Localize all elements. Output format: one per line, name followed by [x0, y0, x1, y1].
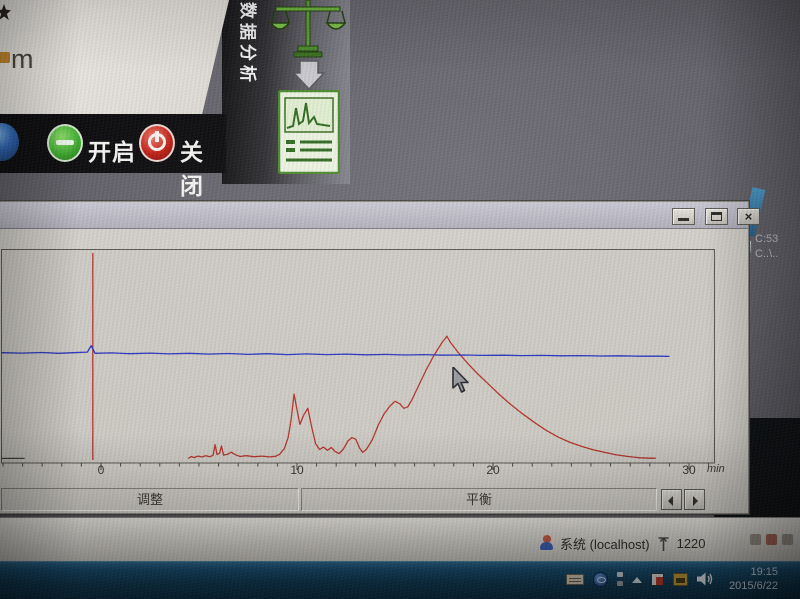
speaker-icon[interactable]: [697, 572, 713, 586]
window-titlebar[interactable]: ×: [0, 202, 760, 229]
trace-canvas: [0, 249, 715, 470]
x-tick-label-10: 10: [290, 463, 304, 477]
chromatogram-report-icon[interactable]: [278, 90, 340, 174]
blue-sphere-icon: [0, 123, 19, 161]
panel-title-vertical: 数据分析: [238, 2, 257, 86]
person-icon: [540, 535, 553, 551]
strip-mini-icons: [750, 534, 793, 545]
power-off-icon[interactable]: [139, 124, 175, 162]
status-cell-adjust: 调整: [1, 488, 299, 511]
status-spinner: [661, 488, 707, 511]
windows-taskbar[interactable]: 19:15 2015/6/22: [0, 561, 800, 599]
spin-right-button[interactable]: [684, 489, 705, 510]
drive-label-line2: C..\..: [755, 248, 779, 260]
close-icon: ×: [744, 209, 753, 224]
taskbar-clock[interactable]: 19:15 2015/6/22: [700, 565, 778, 593]
mini-status-icon: [782, 534, 793, 545]
data-analysis-panel: 数据分析: [222, 0, 350, 184]
clock-date: 2015/6/22: [729, 580, 778, 592]
antenna-icon: [658, 536, 669, 551]
power-on-icon[interactable]: [47, 124, 83, 162]
close-button[interactable]: 关闭: [180, 139, 204, 199]
mouse-cursor: [452, 367, 469, 393]
x-tick-label-20: 20: [486, 463, 500, 477]
right-arrow-icon: [693, 496, 698, 506]
flag-icon[interactable]: [651, 572, 664, 586]
system-tray: [566, 567, 713, 591]
system-user-label: 系统 (localhost): [560, 536, 650, 552]
show-hidden-icons-icon[interactable]: [632, 572, 642, 583]
small-star-icon: [0, 4, 11, 20]
spin-left-button[interactable]: [661, 489, 682, 510]
keyboard-icon[interactable]: [566, 573, 584, 585]
drive-shortcut-label: C:53 C..\..: [755, 232, 778, 262]
clock-time: 19:15: [750, 566, 778, 578]
maximize-button[interactable]: [705, 208, 728, 225]
partial-text: m: [11, 44, 34, 74]
status-value: 1220: [676, 535, 706, 551]
maximize-icon: [711, 212, 722, 221]
mini-status-icon-red: [766, 534, 777, 545]
x-tick-label-0: 0: [97, 463, 105, 477]
launcher-bar: 开启 关闭: [0, 114, 226, 199]
close-window-button[interactable]: ×: [737, 208, 760, 225]
chromatogram-plot[interactable]: [0, 249, 715, 485]
x-tick-label-30: 30: [682, 463, 696, 477]
partial-foreground-window: m: [0, 0, 229, 119]
ime-globe-icon[interactable]: [593, 571, 608, 587]
window-statusbar: 调整 平衡: [1, 488, 715, 511]
left-arrow-icon: [668, 496, 673, 506]
open-button[interactable]: 开启: [88, 139, 136, 165]
chromatogram-window: × 0 10 20 30 min 调整 平衡: [0, 200, 760, 515]
mini-status-icon: [750, 534, 761, 545]
minimize-icon: [678, 218, 689, 221]
status-cell-balance: 平衡: [301, 488, 657, 511]
drive-label-line1: C:53: [755, 233, 779, 245]
app-status-strip: 系统 (localhost) 1220: [0, 517, 800, 561]
down-block-arrow-icon: [293, 60, 325, 90]
status-strip-row: 系统 (localhost) 1220: [540, 533, 706, 553]
balance-scales-icon[interactable]: [270, 0, 346, 58]
minimize-button[interactable]: [672, 208, 695, 225]
small-orange-icon: [0, 52, 10, 63]
ime-mode-icon[interactable]: [617, 572, 623, 586]
app-tray-icon[interactable]: [673, 572, 688, 586]
x-axis-unit: min: [707, 463, 725, 475]
